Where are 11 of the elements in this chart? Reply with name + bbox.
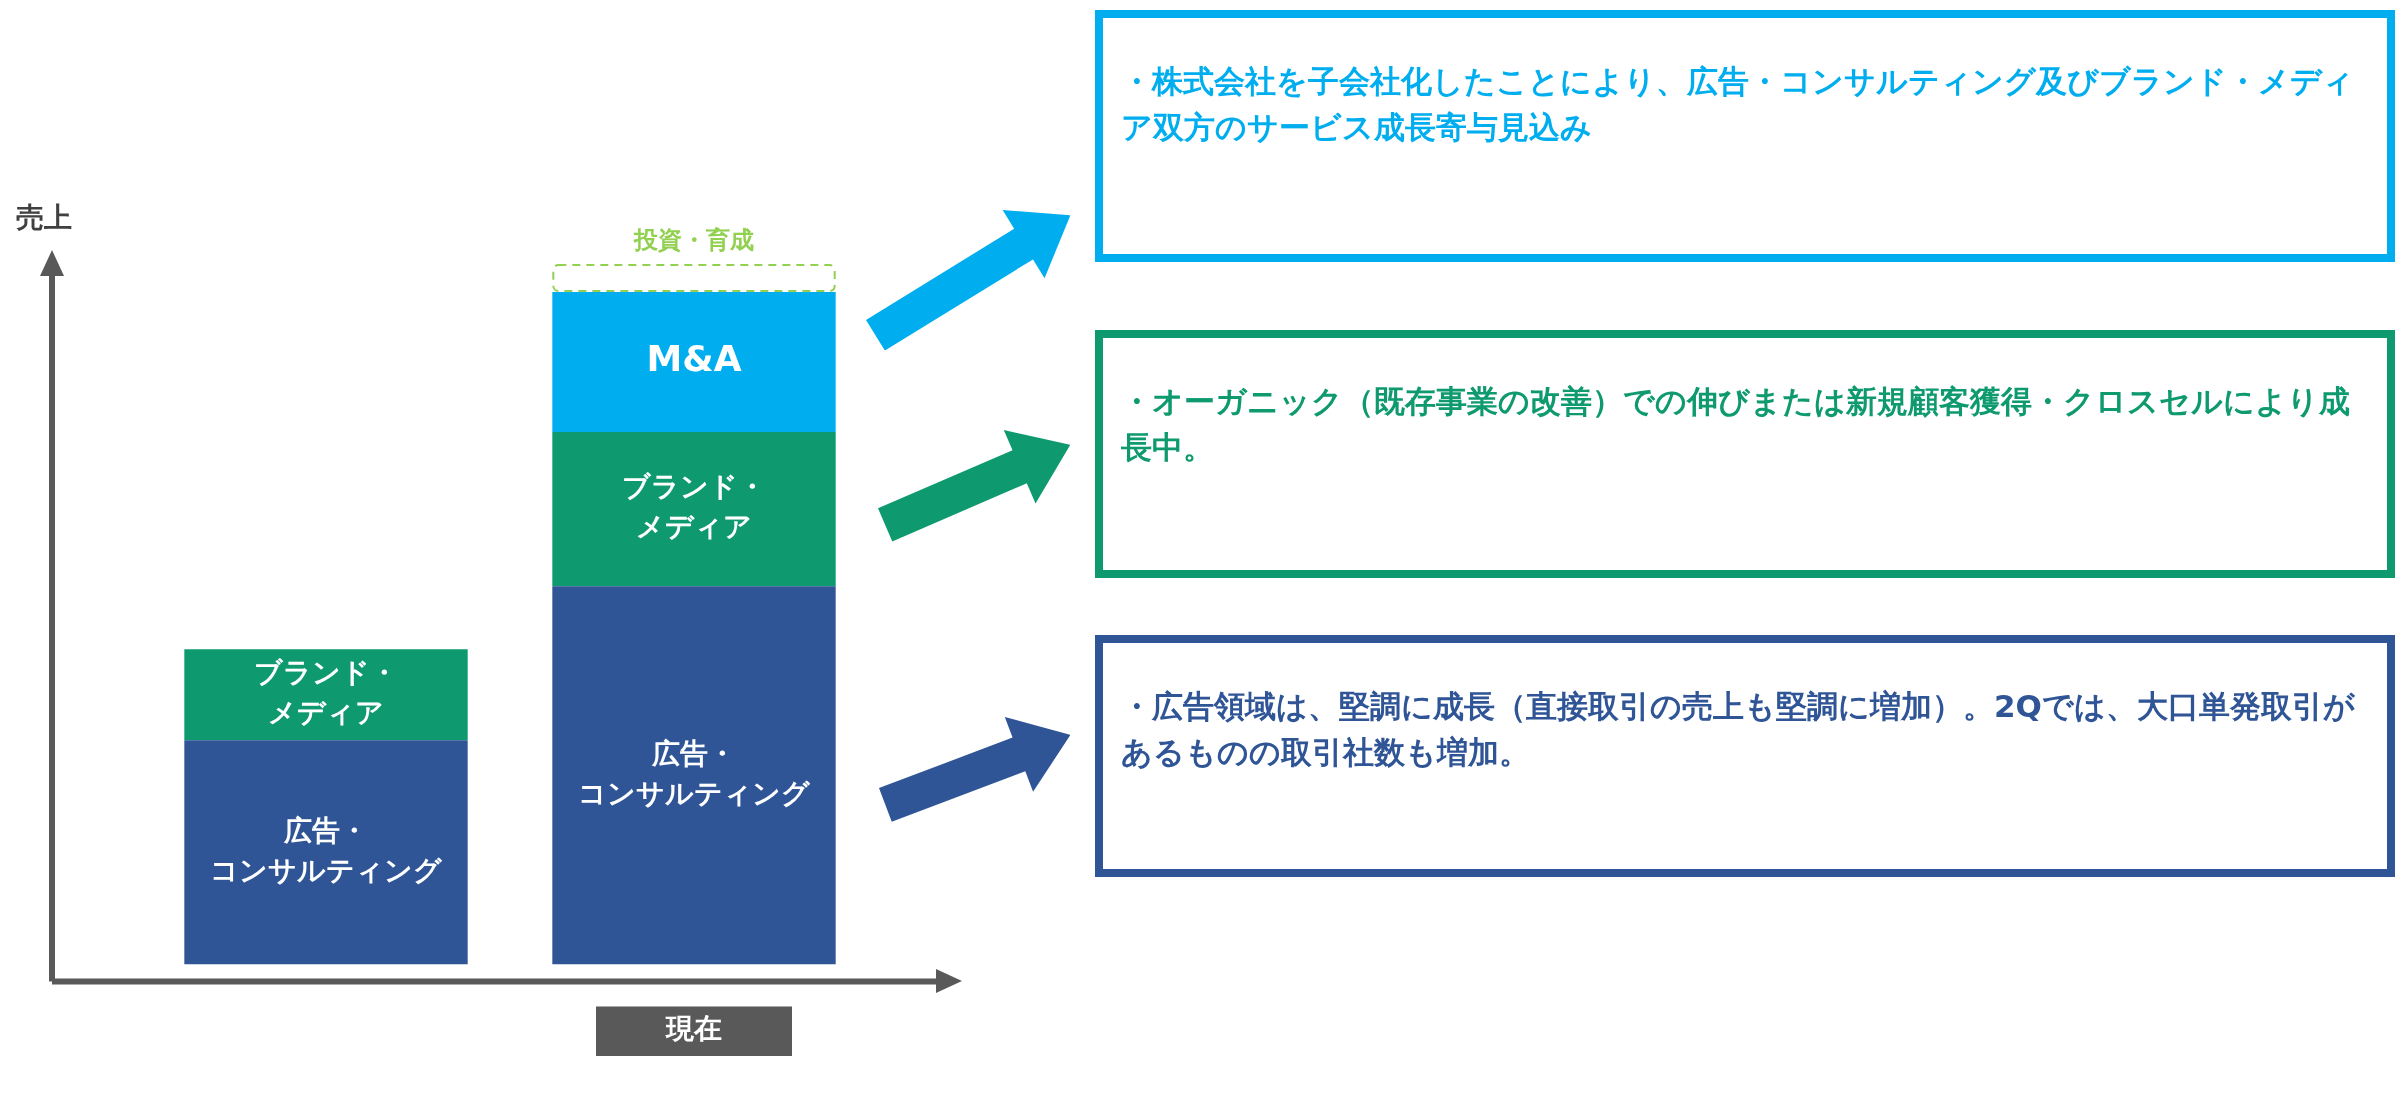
text: ブランド・メディア	[622, 470, 766, 544]
text: ・オーガニック（既存事業の改善）での伸びまたは新規顧客獲得・クロスセルにより成長中。	[1095, 330, 2395, 578]
text: ・広告領域は、堅調に成長（直接取引の売上も堅調に増加）。2Qでは、大口単発取引があるものの取引社数も増加。	[1095, 635, 2395, 877]
text: ・株式会社を子会社化したことにより、広告・コンサルティング及びブランド・メディア双方のサービス成長寄与見込み	[1095, 10, 2395, 262]
series-label: 投資・育成	[633, 226, 754, 255]
text: 広告・コンサルティング	[210, 813, 442, 887]
series-label: ブランド・メディア	[254, 656, 398, 730]
series-label: M&A	[646, 338, 742, 380]
series-label: 広告・コンサルティング	[578, 736, 811, 810]
y-axis-title: 売上	[16, 201, 72, 235]
x-tick-label: 現在	[665, 1012, 722, 1046]
